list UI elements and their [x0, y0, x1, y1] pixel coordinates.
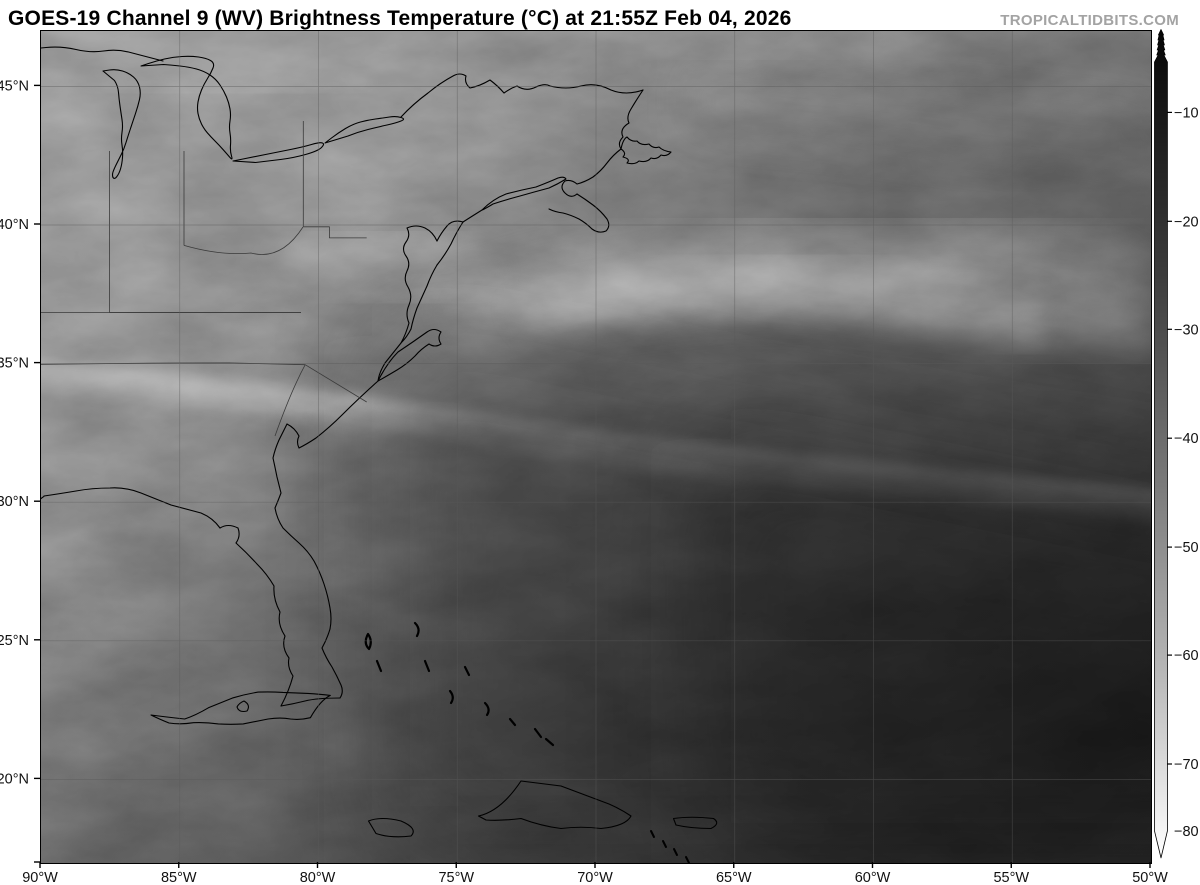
svg-text:−50: −50 — [1174, 540, 1199, 556]
svg-text:−40: −40 — [1174, 431, 1199, 447]
svg-text:−60: −60 — [1174, 648, 1199, 664]
svg-text:−10: −10 — [1174, 105, 1199, 121]
svg-text:−30: −30 — [1174, 322, 1199, 338]
svg-text:−20: −20 — [1174, 214, 1199, 230]
svg-text:−70: −70 — [1174, 757, 1199, 773]
svg-text:−80: −80 — [1174, 824, 1199, 840]
